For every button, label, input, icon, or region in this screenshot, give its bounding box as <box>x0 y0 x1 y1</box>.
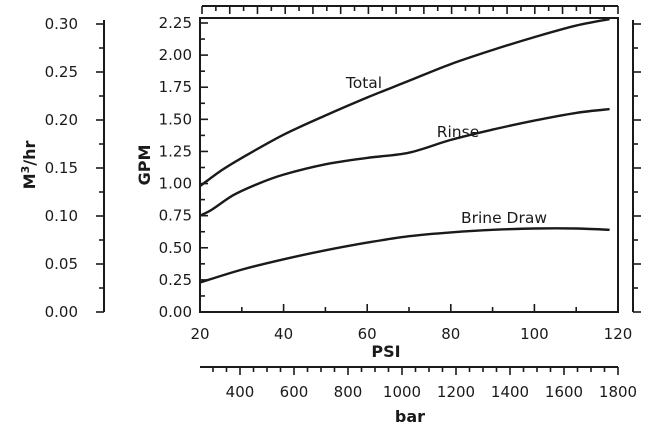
y2-tick-label: 0.25 <box>45 63 78 81</box>
x2-tick-label: 1800 <box>599 383 637 401</box>
x2-tick-label: 800 <box>334 383 363 401</box>
x2-axis-title: bar <box>395 407 425 426</box>
y2-tick-label: 0.05 <box>45 255 78 273</box>
series-line-brine-draw <box>199 227 610 284</box>
y-tick-label: 0.00 <box>159 303 192 321</box>
x-axis-title: PSI <box>371 342 400 361</box>
y-tick-label: 0.75 <box>159 207 192 225</box>
y-tick-label: 2.00 <box>159 46 192 64</box>
x-tick-label: 120 <box>604 325 633 343</box>
x2-tick-label: 600 <box>280 383 309 401</box>
y-tick-label: 1.75 <box>159 78 192 96</box>
x2-tick-label: 1600 <box>545 383 583 401</box>
x2-tick-label: 1400 <box>491 383 529 401</box>
y-tick-label: 2.25 <box>159 14 192 32</box>
y2-tick-label: 0.10 <box>45 207 78 225</box>
y2-tick-label: 0.30 <box>45 15 78 33</box>
series-line-rinse <box>199 107 610 217</box>
y-tick-label: 1.50 <box>159 110 192 128</box>
y-tick-label: 1.25 <box>159 142 192 160</box>
plot-frame <box>199 17 619 313</box>
y-tick-label: 0.50 <box>159 239 192 257</box>
x-tick-label: 20 <box>190 325 209 343</box>
x-tick-label: 60 <box>358 325 377 343</box>
y2-tick-label: 0.00 <box>45 303 78 321</box>
y2-axis-title: M3/hr <box>19 141 39 190</box>
x2-tick-label: 1200 <box>437 383 475 401</box>
x-tick-label: 80 <box>441 325 460 343</box>
y2-tick-label: 0.20 <box>45 111 78 129</box>
labels-layer: 0.00 0.25 0.50 0.75 1.00 1.25 1.50 1.75 2.00 2.25… <box>45 14 638 401</box>
x-tick-label: 40 <box>274 325 293 343</box>
series-label: Total <box>345 74 382 92</box>
y2-tick-label: 0.15 <box>45 159 78 177</box>
y-tick-label: 0.25 <box>159 271 192 289</box>
curves-layer <box>199 17 610 284</box>
y-tick-label: 1.00 <box>159 175 192 193</box>
y-axis-title: GPM <box>135 145 154 186</box>
series-line-total <box>199 17 610 188</box>
x2-tick-label: 400 <box>226 383 255 401</box>
x2-tick-label: 1000 <box>383 383 421 401</box>
series-label: Brine Draw <box>461 209 547 227</box>
x-tick-label: 100 <box>520 325 549 343</box>
